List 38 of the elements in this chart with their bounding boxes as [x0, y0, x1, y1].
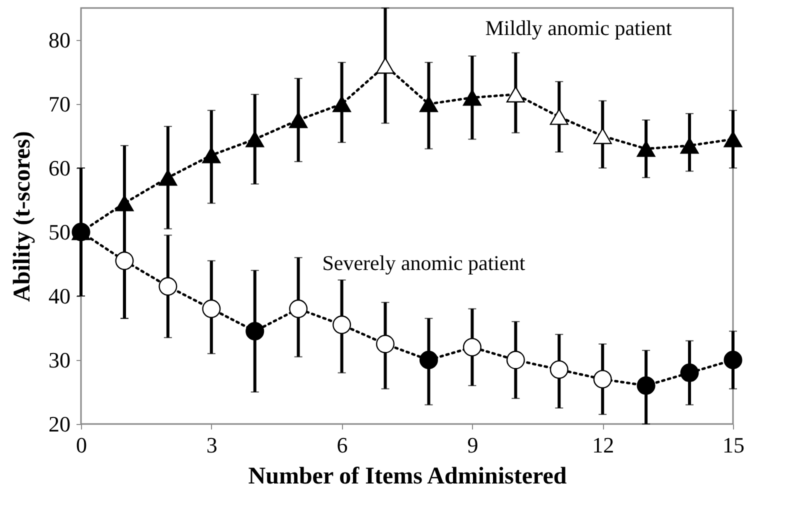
point	[332, 96, 352, 112]
point	[202, 300, 221, 318]
x-tick-label: 0	[76, 432, 87, 458]
y-tick-label: 30	[48, 348, 70, 372]
x-tick-label: 15	[722, 432, 744, 458]
point	[680, 138, 699, 154]
y-tick-label: 50	[48, 220, 70, 244]
point	[462, 338, 482, 356]
y-axis-title: Ability (t-scores)	[10, 131, 36, 302]
text: Mildly anomic patient	[485, 16, 672, 40]
point	[636, 140, 656, 157]
point	[115, 252, 134, 270]
y-tick-label: 80	[48, 28, 70, 52]
point	[158, 170, 178, 186]
point	[462, 90, 482, 106]
point	[158, 277, 178, 296]
y-tick-label: 70	[48, 92, 70, 116]
point	[593, 370, 612, 388]
x-tick-label: 6	[336, 432, 348, 458]
point	[332, 316, 352, 334]
x-axis-title: Number of Items Administered	[248, 464, 568, 490]
x-tick-label: 9	[467, 432, 478, 458]
point	[246, 131, 264, 148]
y-tick-label: 40	[48, 284, 70, 308]
series-label: Severely anomic patient	[322, 250, 526, 275]
point	[289, 112, 308, 128]
x-tick-label: 3	[206, 432, 218, 458]
point	[289, 300, 308, 318]
point	[115, 195, 134, 212]
x-tick-label: 12	[592, 432, 614, 458]
point	[202, 147, 221, 164]
point	[376, 334, 395, 354]
y-tick-label: 60	[48, 156, 70, 180]
point	[419, 96, 438, 112]
point	[724, 131, 742, 148]
y-tick-label: 20	[48, 412, 70, 436]
point	[550, 360, 568, 379]
point	[506, 350, 525, 370]
